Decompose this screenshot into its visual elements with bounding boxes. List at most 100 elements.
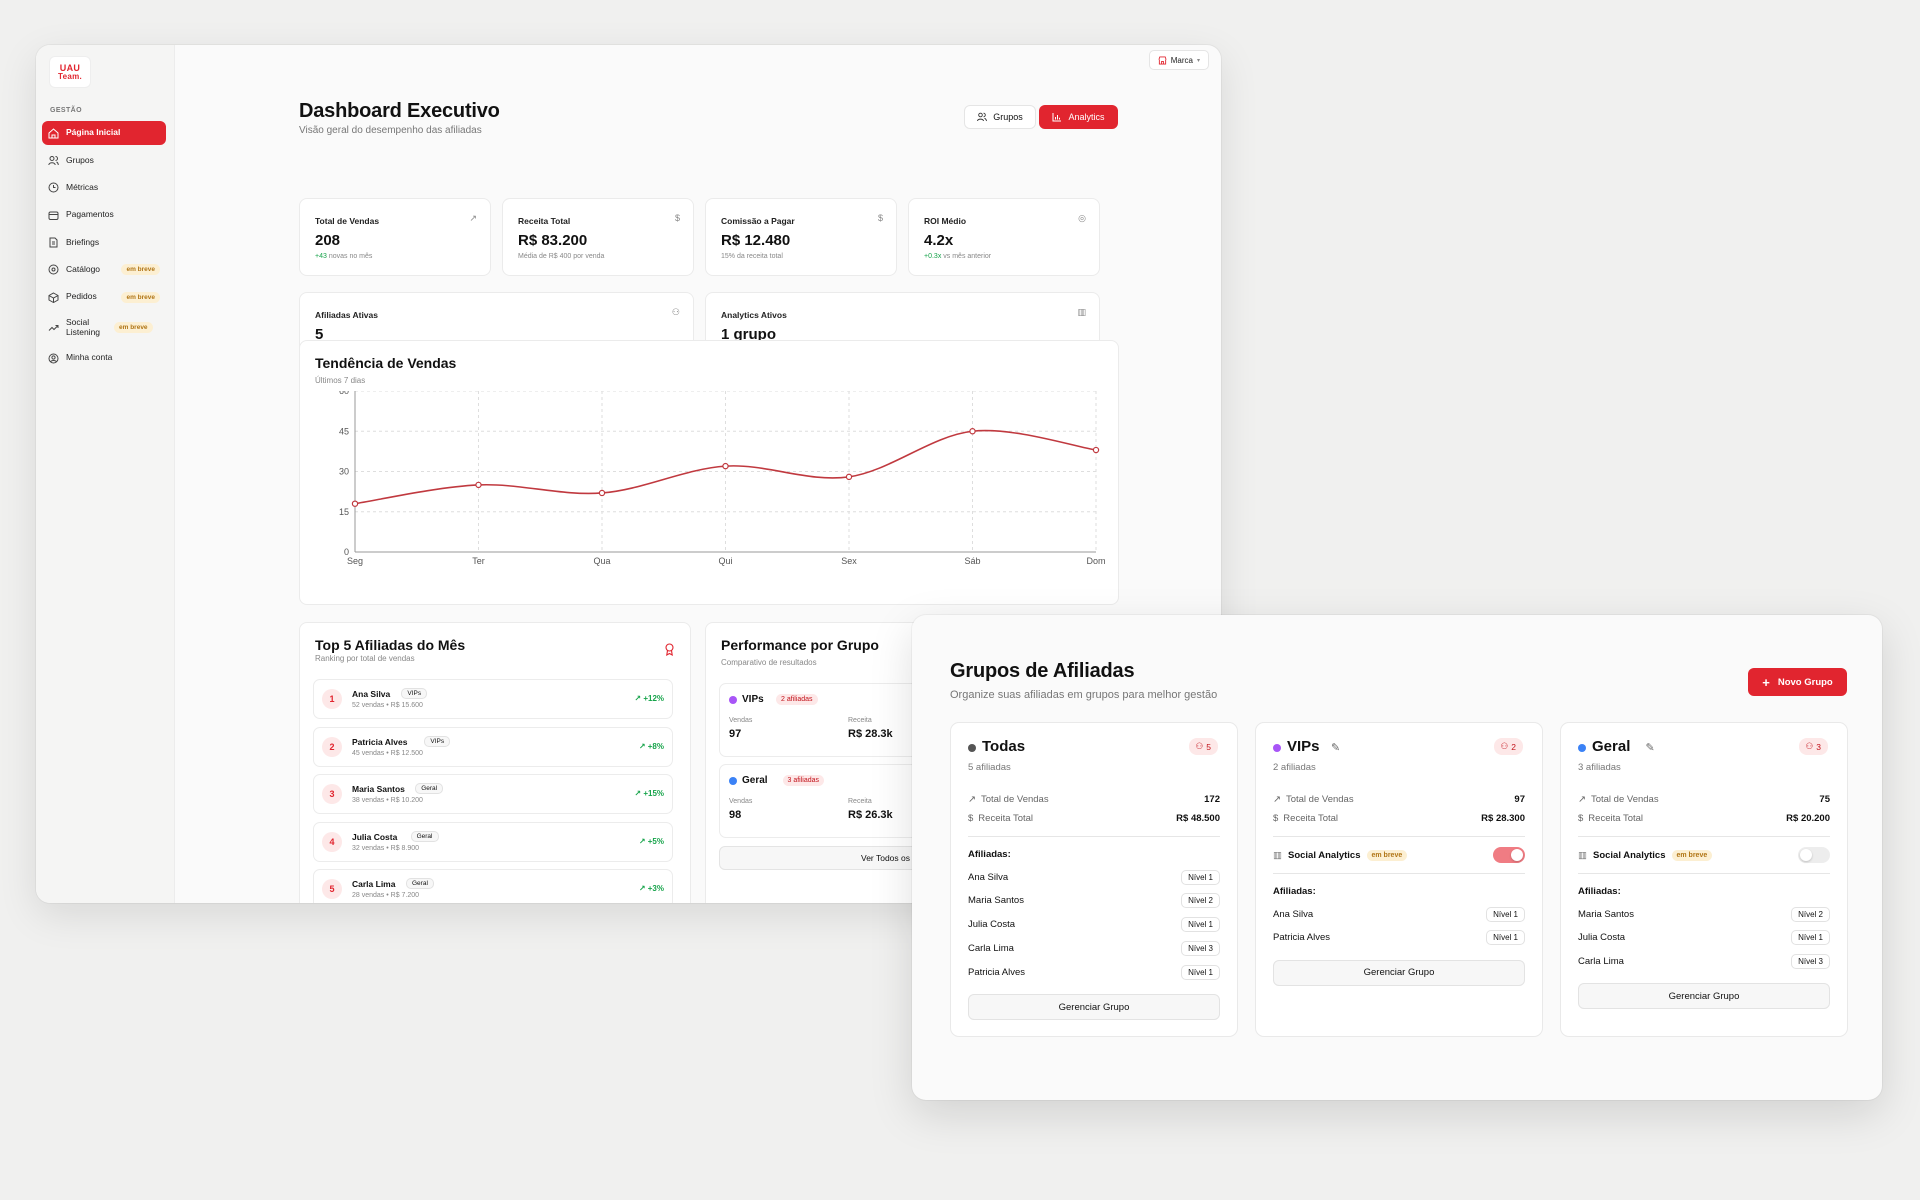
total-revenue-label: Receita Total [1283, 812, 1339, 824]
top5-subtitle: Ranking por total de vendas [315, 654, 415, 663]
manage-group-button[interactable]: Gerenciar Grupo [968, 994, 1220, 1020]
total-sales-value: 97 [1514, 793, 1525, 805]
sidebar-item-briefings[interactable]: Briefings [42, 231, 166, 255]
clock-icon [48, 182, 59, 193]
list-item[interactable]: 3 Maria Santos Geral 38 vendas • R$ 10.2… [313, 774, 673, 814]
kpi-note-text: 15% da receita total [721, 253, 783, 260]
sidebar-item-social-listening[interactable]: Social Listening em breve [42, 313, 166, 343]
member-row[interactable]: Julia Costa Nível 1 [968, 917, 1220, 933]
kpi-label: Total de Vendas [315, 216, 380, 226]
edit-pencil-icon[interactable]: ✎ [1645, 742, 1655, 754]
sidebar-item-pedidos[interactable]: Pedidos em breve [42, 285, 166, 309]
list-item[interactable]: 1 Ana Silva VIPs 52 vendas • R$ 15.600 ↗… [313, 679, 673, 719]
brand-select[interactable]: Marca ▾ [1148, 50, 1209, 70]
rank-number: 4 [322, 831, 342, 852]
sales-trend-card: Tendência de Vendas Últimos 7 dias 0 15 30… [299, 340, 1119, 605]
users-icon: ⚇ [1805, 741, 1814, 751]
group-performance-item[interactable]: VIPs 2 afiliadas Vendas 97 Receita R$ 28… [719, 683, 919, 757]
divider [1273, 873, 1525, 874]
sales-label: Vendas [729, 717, 753, 724]
data-point [351, 500, 359, 507]
member-row[interactable]: Maria Santos Nível 2 [1578, 906, 1830, 922]
member-row[interactable]: Carla Lima Nível 3 [968, 940, 1220, 956]
member-row[interactable]: Patricia Alves Nível 1 [1273, 930, 1525, 946]
member-row[interactable]: Ana Silva Nível 1 [1273, 906, 1525, 922]
new-group-button[interactable]: + Novo Grupo [1748, 668, 1847, 696]
dashboard-window: UAU Team. GESTÃO Página Inicial Grupos Mét… [36, 45, 1221, 903]
list-item[interactable]: 5 Carla Lima Geral 28 vendas • R$ 7.200 … [313, 869, 673, 903]
group-subtitle: 3 afiliadas [1578, 762, 1621, 773]
kpi-card: Comissão a Pagar $ R$ 12.480 15% da rece… [705, 198, 897, 276]
total-revenue-label: Receita Total [978, 812, 1034, 824]
edit-pencil-icon[interactable]: ✎ [1331, 742, 1341, 754]
total-sales-label: Total de Vendas [1590, 793, 1659, 805]
list-item[interactable]: 4 Julia Costa Geral 32 vendas • R$ 8.900… [313, 821, 673, 862]
total-revenue-row: $ Receita Total R$ 28.300 [1273, 811, 1525, 825]
group-name: Todas [982, 738, 1026, 755]
kpi-label: Afiliadas Ativas [315, 310, 378, 320]
social-analytics-toggle[interactable] [1493, 847, 1525, 863]
member-row[interactable]: Ana Silva Nível 1 [968, 869, 1220, 885]
level-badge: Nível 3 [1791, 954, 1830, 970]
member-name: Julia Costa [1578, 932, 1625, 944]
dollar-icon: $ [877, 213, 883, 223]
group-subtitle: 2 afiliadas [1273, 762, 1316, 773]
affiliate-meta: 28 vendas • R$ 7.200 [352, 892, 420, 899]
coming-soon-badge: em breve [121, 291, 160, 303]
view-all-groups-button[interactable]: Ver Todos os [719, 846, 919, 870]
member-count-badge: ⚇ 5 [1188, 738, 1218, 755]
member-name: Maria Santos [968, 895, 1024, 907]
members-heading: Afiliadas: [1273, 886, 1316, 897]
users-icon: ⚇ [1195, 741, 1204, 751]
x-tick-label: Seg [347, 556, 363, 566]
social-analytics-toggle[interactable] [1798, 847, 1830, 863]
coming-soon-badge: em breve [121, 264, 160, 276]
x-tick-label: Dom [1086, 556, 1105, 566]
revenue-label: Receita [848, 798, 872, 805]
member-count-badge: ⚇ 2 [1493, 738, 1523, 755]
list-item[interactable]: 2 Patricia Alves VIPs 45 vendas • R$ 12.… [313, 726, 673, 767]
member-row[interactable]: Maria Santos Nível 2 [968, 893, 1220, 909]
kpi-label: Analytics Ativos [721, 310, 787, 320]
sidebar-item-pagamentos[interactable]: Pagamentos [42, 203, 166, 227]
analytics-button[interactable]: Analytics [1039, 105, 1118, 129]
revenue-label: Receita [848, 717, 872, 724]
total-sales-value: 172 [1204, 793, 1220, 805]
toggle-knob [1511, 849, 1523, 861]
groups-button[interactable]: Grupos [964, 105, 1036, 129]
group-color-dot [1578, 744, 1586, 752]
sidebar-item-metricas[interactable]: Métricas [42, 176, 166, 200]
member-row[interactable]: Julia Costa Nível 1 [1578, 930, 1830, 946]
brand-logo[interactable]: UAU Team. [50, 57, 90, 87]
box-icon [48, 292, 59, 303]
sidebar-item-catalogo[interactable]: Catálogo em breve [42, 258, 166, 282]
analytics-button-label: Analytics [1068, 112, 1105, 122]
rank-number: 3 [322, 784, 342, 804]
divider [1578, 836, 1830, 837]
group-tag: VIPs [401, 688, 428, 699]
member-row[interactable]: Carla Lima Nível 3 [1578, 954, 1830, 970]
kpi-delta: +0.3x [924, 253, 942, 260]
groups-button-label: Grupos [993, 112, 1023, 122]
sales-value: 97 [729, 728, 742, 740]
manage-group-button[interactable]: Gerenciar Grupo [1578, 983, 1830, 1010]
dollar-icon: $ [1273, 812, 1279, 824]
trending-icon [48, 322, 59, 333]
dollar-icon: $ [674, 213, 680, 223]
y-tick-label: 60 [339, 391, 349, 396]
kpi-note-text: novas no mês [326, 253, 373, 260]
kpi-card: ROI Médio ◎ 4.2x +0.3x vs mês anterior [908, 198, 1100, 276]
bar-chart-icon: ▥ [1077, 307, 1086, 317]
sidebar-item-minha-conta[interactable]: Minha conta [42, 346, 166, 370]
data-point [845, 473, 853, 481]
sidebar-item-pagina-inicial[interactable]: Página Inicial [42, 121, 166, 145]
page-subtitle: Visão geral do desempenho das afiliadas [299, 125, 482, 136]
manage-group-button[interactable]: Gerenciar Grupo [1273, 959, 1525, 986]
group-performance-item[interactable]: Geral 3 afiliadas Vendas 98 Receita R$ 2… [719, 764, 919, 838]
level-badge: Nível 1 [1486, 906, 1525, 922]
member-row[interactable]: Patricia Alves Nível 1 [968, 964, 1220, 980]
member-count: 5 [1206, 741, 1211, 752]
group-color-dot [729, 777, 737, 785]
sidebar-item-grupos[interactable]: Grupos [42, 148, 166, 172]
award-icon [665, 643, 674, 656]
